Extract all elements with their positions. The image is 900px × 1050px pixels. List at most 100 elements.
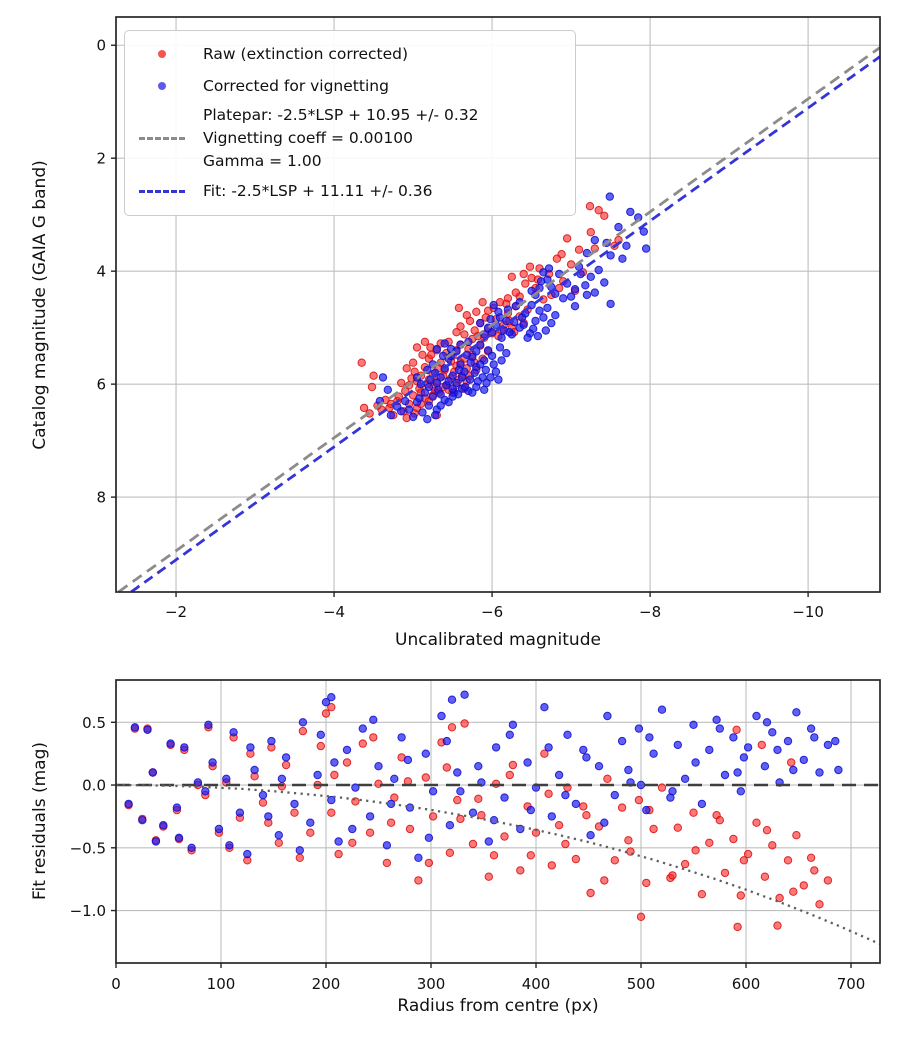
data-point	[452, 378, 461, 388]
data-point	[281, 760, 291, 770]
data-point	[752, 818, 761, 827]
x-tick-label: 500	[627, 975, 656, 993]
data-point	[357, 358, 366, 367]
data-point	[673, 740, 682, 750]
data-point	[582, 811, 591, 820]
data-point	[773, 745, 782, 755]
data-point	[421, 749, 430, 758]
data-point	[743, 743, 753, 752]
data-point	[831, 736, 840, 746]
data-point	[474, 762, 483, 771]
x-tick-label: −8	[639, 603, 661, 621]
data-point	[624, 836, 633, 845]
tick-marks	[111, 721, 852, 968]
data-point	[526, 851, 535, 860]
data-point	[462, 311, 471, 320]
data-point	[445, 848, 455, 857]
axes-spines	[115, 16, 881, 593]
data-point	[579, 802, 588, 811]
data-point	[444, 377, 453, 386]
data-point	[316, 730, 325, 739]
data-point	[736, 891, 745, 900]
data-point	[519, 320, 528, 329]
data-point	[428, 787, 438, 796]
data-point	[159, 821, 168, 830]
y-tick-label: 6	[96, 376, 106, 394]
data-point	[732, 725, 741, 734]
red-dot-marker-icon	[133, 50, 191, 58]
data-point	[306, 828, 315, 837]
data-point	[743, 849, 753, 859]
data-point	[382, 841, 392, 850]
data-point	[365, 812, 375, 821]
data-point	[330, 758, 339, 767]
data-point	[712, 715, 721, 724]
data-point	[586, 272, 595, 281]
data-point	[806, 853, 816, 862]
data-point	[473, 377, 483, 386]
data-point	[691, 846, 700, 855]
data-point	[461, 382, 470, 392]
data-point	[739, 753, 749, 762]
data-point	[436, 373, 445, 382]
x-tick-label: −4	[323, 603, 345, 621]
data-point	[539, 268, 548, 277]
data-point	[452, 328, 461, 337]
data-point	[594, 206, 603, 215]
data-point	[508, 720, 518, 729]
data-point	[448, 371, 457, 380]
data-point	[768, 841, 777, 850]
data-point	[614, 222, 623, 232]
data-point	[414, 876, 423, 885]
data-point	[424, 858, 434, 868]
data-point	[562, 234, 572, 243]
data-point	[477, 811, 486, 820]
scatter-raw-residuals	[124, 703, 833, 932]
data-point	[486, 373, 495, 382]
data-point	[491, 743, 501, 752]
data-point	[783, 856, 793, 865]
data-point	[180, 743, 189, 752]
data-point	[359, 403, 369, 413]
data-point	[789, 887, 798, 896]
data-point	[487, 351, 497, 361]
data-point	[453, 768, 462, 777]
data-point	[605, 192, 614, 201]
data-point	[810, 733, 819, 742]
data-point	[622, 241, 631, 251]
data-point	[193, 778, 203, 787]
gray-dashed-line-icon	[133, 136, 191, 140]
data-point	[720, 868, 730, 878]
data-point	[445, 821, 455, 830]
top-xaxis-label: Uncalibrated magnitude	[395, 630, 601, 650]
data-point	[295, 853, 304, 862]
data-point	[440, 339, 449, 348]
data-point	[505, 730, 514, 739]
data-point	[594, 265, 603, 275]
data-point	[436, 390, 445, 399]
data-point	[491, 367, 501, 376]
data-point	[246, 743, 255, 752]
gridlines	[115, 680, 880, 963]
data-point	[151, 837, 161, 846]
data-point	[834, 765, 843, 775]
data-point	[600, 818, 609, 827]
data-point	[519, 269, 528, 279]
data-point	[586, 228, 595, 237]
data-point	[187, 843, 196, 852]
data-point	[166, 739, 175, 748]
data-point	[544, 789, 553, 798]
data-point	[327, 795, 336, 805]
data-point	[428, 812, 438, 821]
data-point	[799, 881, 808, 890]
scatter-corrected-for-vignetting	[375, 192, 651, 424]
data-point	[502, 348, 511, 358]
data-point	[214, 824, 224, 834]
data-point	[386, 411, 396, 420]
data-point	[478, 298, 487, 307]
data-point	[566, 292, 576, 301]
data-point	[383, 385, 392, 394]
data-point	[442, 763, 451, 772]
data-point	[773, 921, 782, 930]
tick-marks	[111, 44, 809, 597]
